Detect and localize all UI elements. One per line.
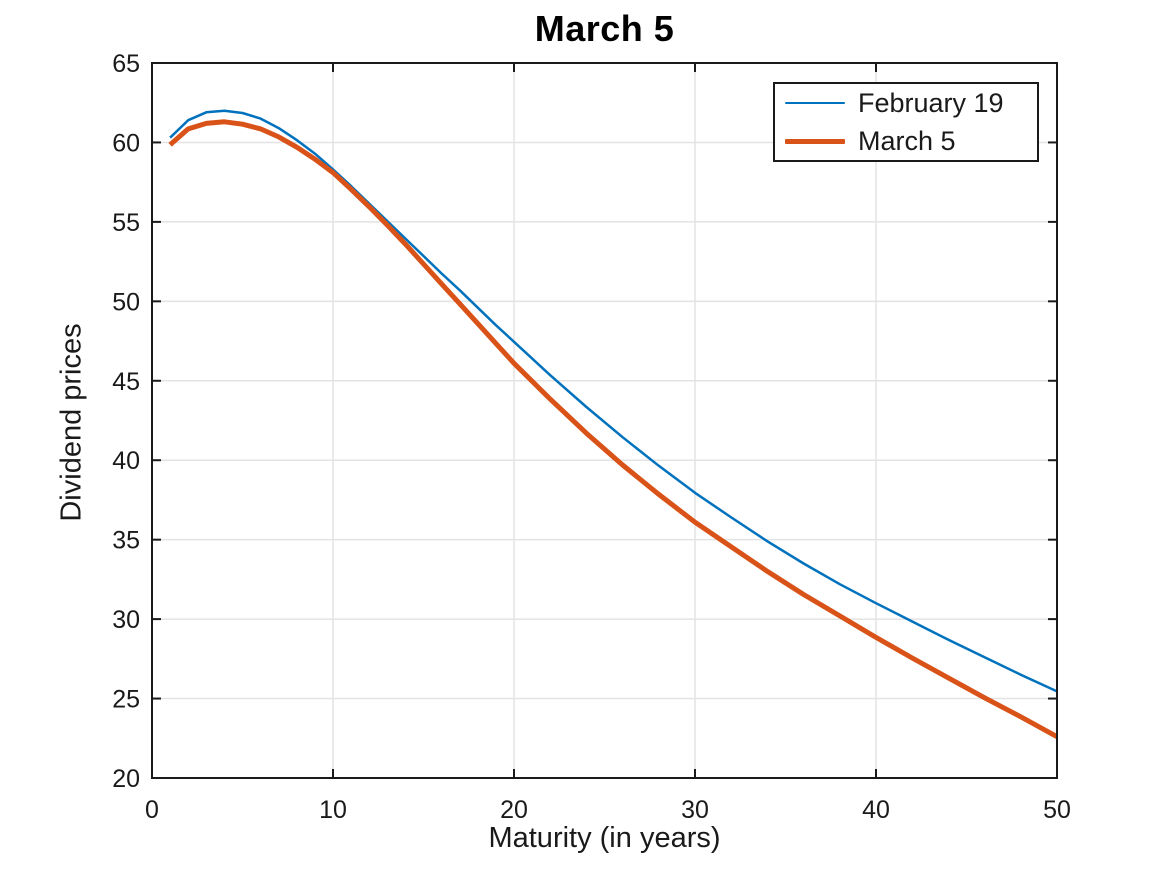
y-tick-label: 55 <box>112 209 140 237</box>
legend-label-february-19: February 19 <box>858 87 1004 118</box>
legend-label-march-5: March 5 <box>858 125 956 156</box>
y-tick-label: 35 <box>112 527 140 555</box>
y-tick-label: 20 <box>112 765 140 793</box>
x-tick-label: 10 <box>319 796 347 824</box>
legend: February 19 March 5 <box>773 82 1039 162</box>
legend-item-march-5: March 5 <box>785 122 1037 160</box>
legend-line-sample-february-19 <box>785 101 845 105</box>
x-tick-label: 30 <box>681 796 709 824</box>
y-tick-label: 60 <box>112 129 140 157</box>
y-tick-label: 50 <box>112 288 140 316</box>
x-tick-label: 40 <box>862 796 890 824</box>
x-tick-label: 20 <box>500 796 528 824</box>
legend-line-sample-march-5 <box>785 138 845 144</box>
x-tick-label: 0 <box>145 796 159 824</box>
series-line-march-5 <box>168 119 1059 739</box>
y-tick-label: 65 <box>112 50 140 78</box>
x-tick-label: 50 <box>1043 796 1071 824</box>
x-axis-label: Maturity (in years) <box>488 822 721 854</box>
legend-item-february-19: February 19 <box>785 84 1037 122</box>
series-line-february-19 <box>169 109 1058 693</box>
axes-box <box>151 62 1058 779</box>
y-tick-label: 25 <box>112 686 140 714</box>
y-tick-label: 45 <box>112 368 140 396</box>
y-tick-label: 40 <box>112 447 140 475</box>
chart-title: March 5 <box>534 8 675 49</box>
y-tick-label: 30 <box>112 606 140 634</box>
